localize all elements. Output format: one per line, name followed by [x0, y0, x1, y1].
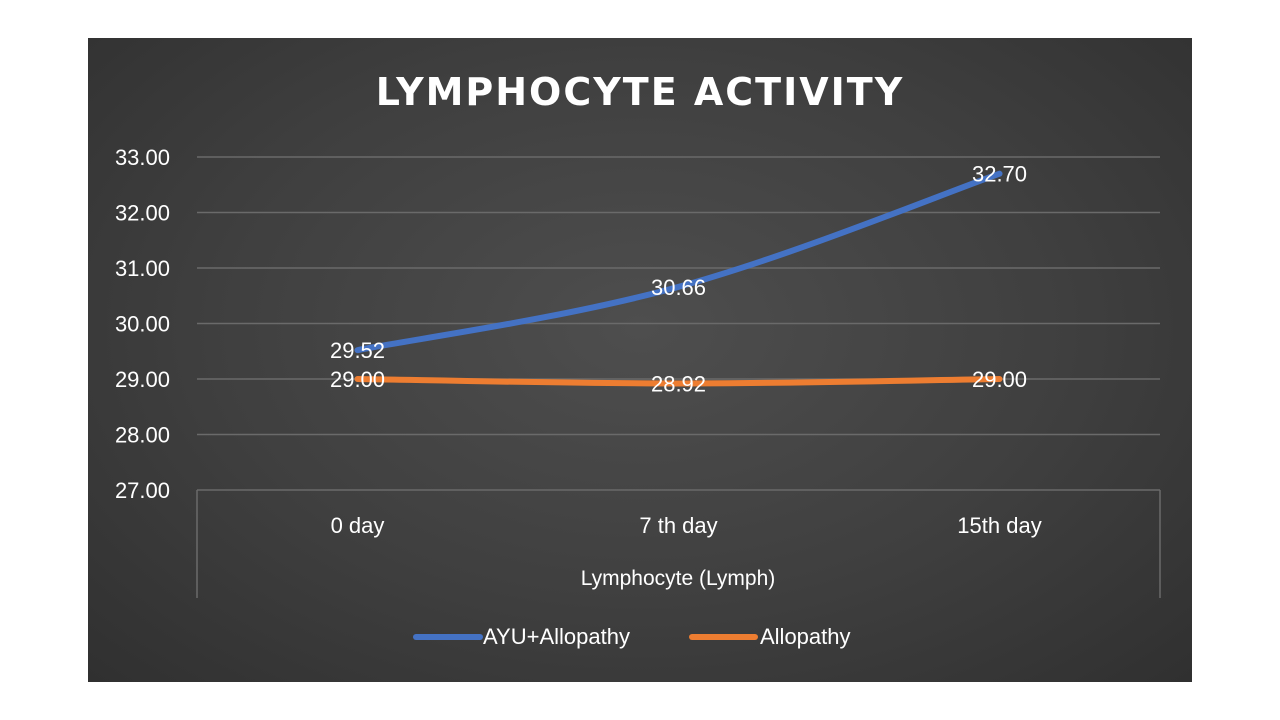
x-category-label: 7 th day [639, 513, 717, 538]
x-axis-categories: 0 day 7 th day 15th day [331, 513, 1042, 538]
series-lines [354, 170, 1003, 387]
x-axis-title: Lymphocyte (Lymph) [581, 567, 776, 590]
x-category-label: 15th day [957, 513, 1041, 538]
data-label: 29.52 [330, 338, 385, 363]
legend-label: AYU+Allopathy [483, 624, 630, 649]
y-tick-label: 32.00 [115, 201, 170, 226]
data-label: 32.70 [972, 162, 1027, 187]
data-label: 28.92 [651, 371, 706, 396]
data-label: 29.00 [972, 367, 1027, 392]
legend-label: Allopathy [760, 624, 851, 649]
y-tick-label: 30.00 [115, 312, 170, 337]
legend-item-allopathy[interactable]: Allopathy [689, 624, 851, 649]
series-line-ayu-allopathy [354, 170, 1003, 354]
series-line-allopathy [354, 376, 1003, 387]
data-label: 30.66 [651, 275, 706, 300]
legend[interactable]: AYU+Allopathy Allopathy [413, 624, 851, 649]
category-axis-frame [196, 489, 1161, 598]
gridlines [197, 156, 1160, 436]
data-labels: 29.52 30.66 32.70 29.00 28.92 29.00 [330, 162, 1027, 397]
chart-panel [88, 38, 1192, 682]
y-axis-ticks: 33.00 32.00 31.00 30.00 29.00 28.00 27.00 [115, 145, 170, 503]
chart-title: LYMPHOCYTE ACTIVITY [376, 70, 904, 114]
data-label: 29.00 [330, 367, 385, 392]
y-tick-label: 28.00 [115, 423, 170, 448]
x-category-label: 0 day [331, 513, 385, 538]
y-tick-label: 31.00 [115, 256, 170, 281]
y-tick-label: 27.00 [115, 478, 170, 503]
y-tick-label: 29.00 [115, 367, 170, 392]
y-tick-label: 33.00 [115, 145, 170, 170]
legend-item-ayu-allopathy[interactable]: AYU+Allopathy [413, 624, 630, 649]
